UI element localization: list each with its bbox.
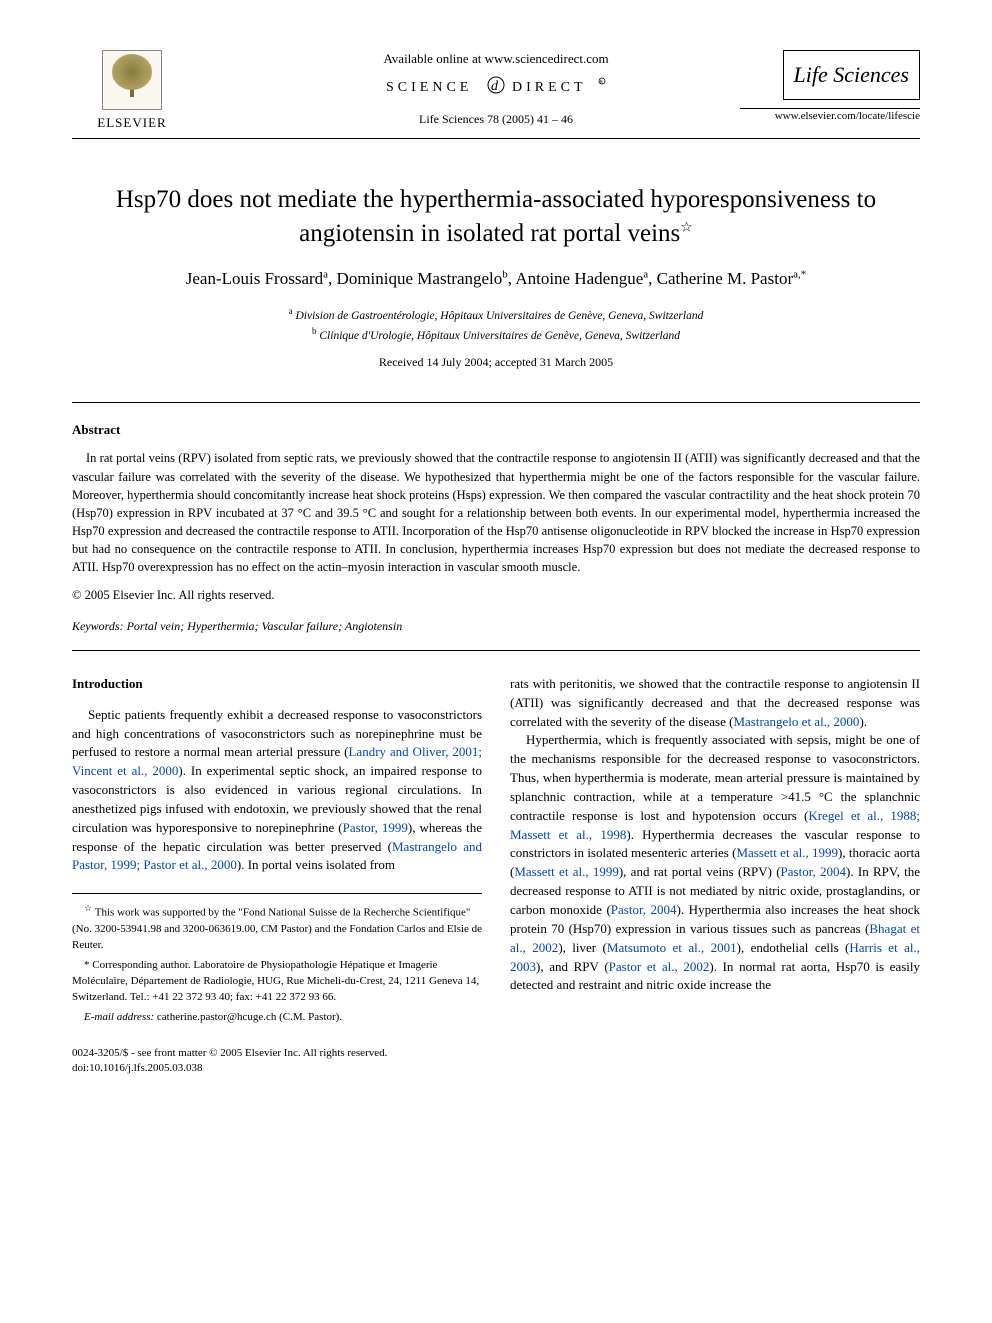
affiliations: a Division de Gastroentérologie, Hôpitau… (72, 305, 920, 344)
intro-text: ), liver ( (558, 940, 607, 955)
body-columns: Introduction Septic patients frequently … (72, 675, 920, 1030)
abstract-text: In rat portal veins (RPV) isolated from … (72, 449, 920, 576)
citation-link[interactable]: Pastor, 2004 (611, 902, 677, 917)
intro-para-2: Hyperthermia, which is frequently associ… (510, 731, 920, 995)
keywords-values: Portal vein; Hyperthermia; Vascular fail… (124, 619, 403, 633)
author-2: , Dominique Mastrangelo (328, 269, 502, 288)
intro-text: ). (859, 714, 867, 729)
intro-text: ). In portal veins isolated from (237, 857, 395, 872)
email-label: E-mail address: (84, 1011, 154, 1023)
corresponding-footnote: * Corresponding author. Laboratoire de P… (72, 958, 482, 1006)
footer-meta: 0024-3205/$ - see front matter © 2005 El… (72, 1046, 920, 1078)
article-title-text: Hsp70 does not mediate the hyperthermia-… (116, 186, 876, 247)
received-accepted-line: Received 14 July 2004; accepted 31 March… (72, 354, 920, 371)
elsevier-tree-icon (102, 50, 162, 110)
svg-text:d: d (491, 79, 499, 94)
funding-marker: ☆ (84, 903, 92, 913)
publisher-name: ELSEVIER (72, 114, 192, 133)
intro-text: ), and rat portal veins (RPV) ( (619, 864, 781, 879)
header-block: ELSEVIER Available online at www.science… (72, 50, 920, 139)
author-list: Jean-Louis Frossarda, Dominique Mastrang… (72, 267, 920, 292)
affiliation-b: Clinique d'Urologie, Hôpitaux Universita… (319, 330, 680, 342)
separator-rule-2 (72, 650, 920, 651)
citation-link[interactable]: Pastor, 2004 (781, 864, 847, 879)
funding-footnote: ☆ This work was supported by the "Fond N… (72, 902, 482, 953)
citation-link[interactable]: Pastor et al., 2002 (609, 959, 710, 974)
citation-link[interactable]: Pastor, 1999 (343, 820, 408, 835)
intro-text: ), endothelial cells ( (737, 940, 850, 955)
journal-title: Life Sciences (783, 50, 920, 100)
keywords-line: Keywords: Portal vein; Hyperthermia; Vas… (72, 618, 920, 635)
article-title: Hsp70 does not mediate the hyperthermia-… (112, 183, 880, 251)
footer-left: 0024-3205/$ - see front matter © 2005 El… (72, 1046, 387, 1078)
svg-text:DIRECT: DIRECT (512, 80, 587, 95)
keywords-label: Keywords: (72, 619, 124, 633)
doi-line: doi:10.1016/j.lfs.2005.03.038 (72, 1061, 387, 1077)
abstract-copyright: © 2005 Elsevier Inc. All rights reserved… (72, 586, 920, 604)
publisher-logo-block: ELSEVIER (72, 50, 192, 133)
issn-line: 0024-3205/$ - see front matter © 2005 El… (72, 1046, 387, 1062)
author-3: , Antoine Hadengue (508, 269, 644, 288)
svg-text:R: R (600, 80, 604, 85)
email-footnote: E-mail address: catherine.pastor@hcuge.c… (72, 1010, 482, 1026)
svg-text:SCIENCE: SCIENCE (386, 80, 472, 95)
citation-link[interactable]: Massett et al., 1999 (736, 845, 838, 860)
citation-link[interactable]: Matsumoto et al., 2001 (607, 940, 737, 955)
author-1: Jean-Louis Frossard (186, 269, 323, 288)
corr-text: Corresponding author. Laboratoire de Phy… (72, 959, 479, 1003)
intro-para-1: Septic patients frequently exhibit a dec… (72, 706, 482, 876)
introduction-heading: Introduction (72, 675, 482, 694)
footnotes-block: ☆ This work was supported by the "Fond N… (72, 893, 482, 1025)
separator-rule (72, 402, 920, 403)
author-4: , Catherine M. Pastor (648, 269, 793, 288)
right-column: rats with peritonitis, we showed that th… (510, 675, 920, 1030)
affiliation-a: Division de Gastroentérologie, Hôpitaux … (296, 310, 704, 322)
author-4-affil: a,* (793, 268, 806, 280)
journal-url: www.elsevier.com/locate/lifescie (740, 109, 920, 125)
intro-para-1-cont: rats with peritonitis, we showed that th… (510, 675, 920, 732)
abstract-body: In rat portal veins (RPV) isolated from … (72, 449, 920, 576)
left-column: Introduction Septic patients frequently … (72, 675, 482, 1030)
funding-text: This work was supported by the "Fond Nat… (72, 907, 482, 951)
title-footnote-marker: ☆ (680, 221, 693, 236)
citation-link[interactable]: Massett et al., 1999 (514, 864, 619, 879)
citation-link[interactable]: Mastrangelo et al., 2000 (733, 714, 859, 729)
email-address: catherine.pastor@hcuge.ch (C.M. Pastor). (154, 1011, 342, 1023)
abstract-heading: Abstract (72, 421, 920, 440)
intro-text: ), and RPV ( (536, 959, 609, 974)
journal-title-block: Life Sciences www.elsevier.com/locate/li… (740, 50, 920, 125)
